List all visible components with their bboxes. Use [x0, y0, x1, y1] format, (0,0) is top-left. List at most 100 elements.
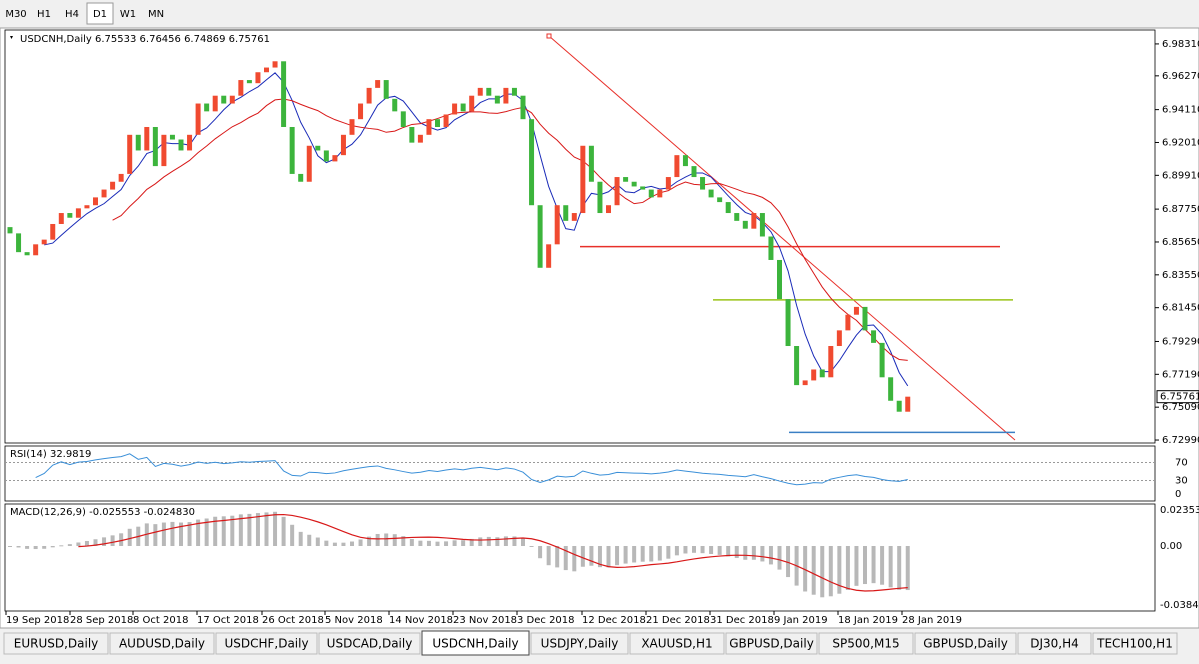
macd-bar	[84, 540, 89, 547]
macd-bar	[153, 524, 158, 547]
macd-signal	[78, 513, 908, 592]
rsi-line	[35, 453, 908, 486]
candle	[811, 369, 817, 381]
tab[interactable]	[1017, 632, 1092, 655]
tab-label[interactable]: GBPUSD,Daily	[923, 637, 1008, 651]
macd-bar	[401, 536, 406, 547]
candle	[383, 80, 389, 99]
timeframe-button[interactable]: W1	[120, 9, 136, 20]
macd-bar	[674, 546, 679, 556]
tab-label[interactable]: XAUUSD,H1	[641, 637, 712, 651]
tab-label[interactable]: TECH100,H1	[1096, 637, 1173, 651]
tab-label[interactable]: USDCNH,Daily	[432, 637, 518, 651]
macd-bar	[119, 533, 124, 547]
macd-bar	[444, 541, 449, 547]
tab[interactable]	[109, 632, 215, 655]
candle	[7, 227, 13, 234]
tab-label[interactable]: USDCAD,Daily	[327, 637, 413, 651]
timeframe-button[interactable]: M30	[5, 9, 26, 20]
macd-bar	[495, 537, 500, 547]
y-tick-label: 6.94110	[1162, 105, 1199, 116]
tab-label[interactable]: USDCHF,Daily	[224, 637, 308, 651]
tab[interactable]	[215, 632, 318, 655]
y-tick-label: 6.92010	[1162, 137, 1199, 148]
candle	[529, 119, 535, 206]
tab[interactable]	[530, 632, 629, 655]
macd-title: MACD(12,26,9) -0.025553 -0.024830	[10, 507, 195, 518]
candle	[315, 145, 321, 151]
timeframe-button[interactable]: D1	[93, 9, 107, 20]
macd-bar	[529, 546, 534, 548]
tab[interactable]	[3, 632, 109, 655]
moving-average	[112, 98, 908, 361]
rsi-title: RSI(14) 32.9819	[10, 449, 91, 460]
macd-bar	[863, 546, 867, 585]
timeframe-button[interactable]: MN	[148, 9, 164, 20]
tab-label[interactable]: USDJPY,Daily	[541, 637, 619, 651]
tab[interactable]	[725, 632, 818, 655]
candle	[358, 103, 364, 120]
candle	[281, 61, 287, 127]
macd-bar	[332, 542, 337, 547]
tab[interactable]	[1092, 632, 1178, 655]
candle	[289, 126, 295, 174]
candle	[272, 61, 278, 68]
macd-bar	[700, 546, 705, 554]
macd-tick-label: -0.038466	[1160, 600, 1199, 611]
macd-bar	[127, 528, 132, 547]
candle	[477, 87, 483, 96]
date-label: 31 Dec 2018	[710, 615, 774, 626]
macd-bar	[221, 516, 226, 547]
macd-bar	[76, 542, 81, 547]
candle	[520, 95, 526, 120]
macd-bar	[25, 546, 30, 549]
candle	[443, 114, 449, 127]
candle	[204, 103, 210, 112]
tab[interactable]	[629, 632, 725, 655]
macd-bar	[734, 546, 739, 559]
tab-label[interactable]: DJ30,H4	[1030, 637, 1079, 651]
macd-bar	[888, 546, 893, 588]
candle	[717, 197, 723, 203]
candle	[836, 330, 842, 347]
macd-bar	[409, 538, 414, 547]
macd-bar	[751, 546, 756, 560]
y-tick-label: 6.72990	[1162, 435, 1199, 446]
tab-label[interactable]: AUDUSD,Daily	[119, 637, 205, 651]
tab-label[interactable]: GBPUSD,Daily	[729, 637, 814, 651]
candle	[50, 223, 56, 240]
macd-bar	[743, 546, 748, 560]
candle	[375, 80, 381, 88]
y-tick-label: 6.79290	[1162, 336, 1199, 347]
candle	[67, 213, 73, 218]
macd-bar	[367, 536, 372, 547]
timeframe-button[interactable]: H4	[65, 9, 79, 20]
candle	[597, 181, 603, 214]
candle	[16, 233, 22, 253]
y-tick-label: 6.77190	[1162, 369, 1199, 380]
candle	[298, 173, 304, 182]
macd-bar	[666, 546, 671, 559]
candle	[725, 202, 731, 214]
candle	[494, 95, 500, 104]
candle	[828, 346, 834, 378]
tab-label[interactable]: EURUSD,Daily	[14, 637, 99, 651]
tab-active[interactable]	[421, 630, 530, 656]
candle	[777, 259, 782, 300]
date-label: 19 Sep 2018	[6, 615, 69, 626]
candle	[101, 189, 107, 198]
timeframe-button[interactable]: H1	[37, 9, 51, 20]
macd-bar	[50, 546, 55, 548]
candle	[554, 205, 560, 245]
candle	[161, 134, 167, 167]
tab[interactable]	[914, 632, 1017, 655]
candle	[802, 380, 808, 386]
tab-label[interactable]: SP500,M15	[832, 637, 899, 651]
candle	[819, 369, 825, 378]
candle	[734, 213, 740, 221]
price-tag-box	[1156, 390, 1199, 404]
macd-bar	[880, 546, 885, 585]
candle	[657, 189, 663, 198]
tab[interactable]	[318, 632, 421, 655]
tab[interactable]	[818, 632, 914, 655]
